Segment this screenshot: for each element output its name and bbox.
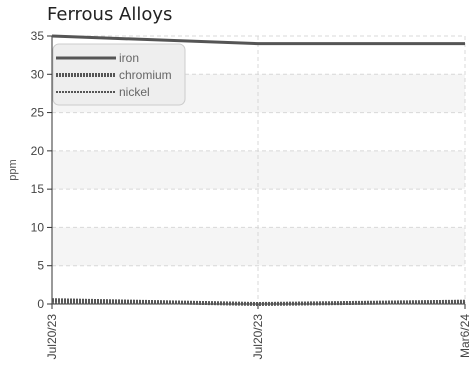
y-tick-label: 25 xyxy=(31,106,45,120)
y-tick-label: 15 xyxy=(31,182,45,196)
y-tick-label: 20 xyxy=(31,144,45,158)
y-tick-label: 10 xyxy=(31,220,45,234)
x-tick-label: Mar6/24 xyxy=(458,314,469,358)
y-tick-label: 0 xyxy=(37,297,44,311)
chart-title: Ferrous Alloys xyxy=(47,4,173,25)
x-tick-label: Jul20/23 xyxy=(45,314,59,360)
y-tick-label: 35 xyxy=(31,29,45,43)
legend-label-chromium: chromium xyxy=(119,68,172,82)
legend-label-nickel: nickel xyxy=(119,85,150,99)
series-line-iron xyxy=(51,34,465,46)
y-axis-label: ppm xyxy=(7,159,19,180)
x-tick-label: Jul20/23 xyxy=(251,314,265,360)
y-tick-label: 30 xyxy=(31,67,45,81)
legend-label-iron: iron xyxy=(119,51,139,65)
y-tick-label: 5 xyxy=(37,259,44,273)
